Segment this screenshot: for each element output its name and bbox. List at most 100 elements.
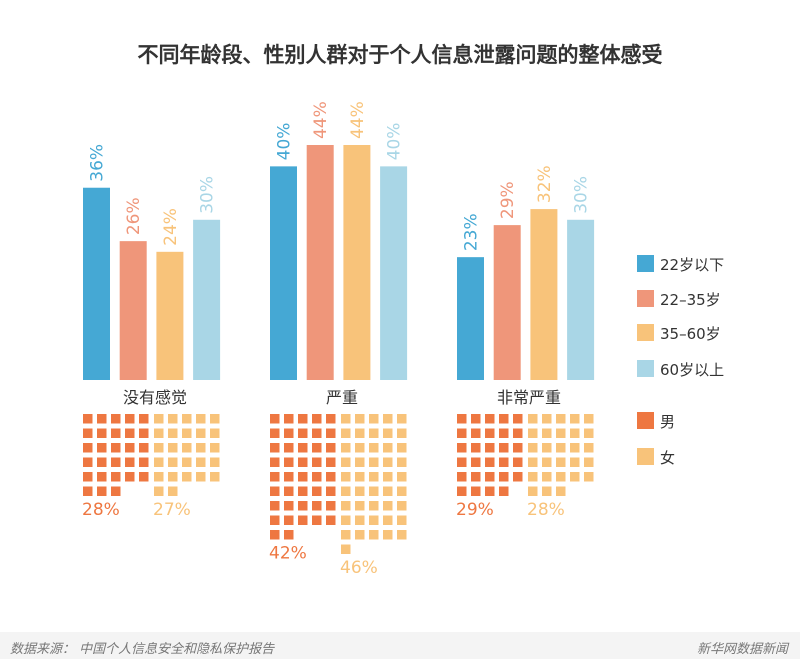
legend-swatch: [637, 255, 654, 272]
waffle-square: [369, 501, 379, 511]
waffle-square: [182, 457, 192, 467]
data-label: 30%: [572, 176, 592, 214]
waffle-square: [298, 414, 308, 424]
waffle-square: [196, 443, 206, 453]
waffle-square: [97, 428, 107, 438]
waffle-square: [139, 428, 149, 438]
waffle-square: [326, 414, 336, 424]
waffle-square: [457, 472, 467, 482]
waffle-square: [270, 472, 280, 482]
waffle-square: [326, 428, 336, 438]
waffle-percent-label: 46%: [340, 558, 378, 578]
waffle-square: [341, 443, 351, 453]
bar-chart: 不同年龄段、性别人群对于个人信息泄露问题的整体感受 36% 26% 24% 30% 没有感…: [82, 43, 724, 578]
waffle-square: [168, 414, 178, 424]
waffle-square: [369, 414, 379, 424]
waffle-square: [270, 443, 280, 453]
data-label: 23%: [462, 213, 482, 251]
waffle-square: [298, 428, 308, 438]
waffle-square: [270, 501, 280, 511]
waffle-square: [499, 414, 509, 424]
waffle-square: [570, 472, 580, 482]
data-label: 26%: [124, 197, 144, 235]
waffle-square: [312, 472, 322, 482]
waffle-square: [499, 428, 509, 438]
data-label: 29%: [498, 181, 518, 219]
waffle-square: [369, 472, 379, 482]
brand-label: 新华网数据新闻: [696, 642, 788, 657]
waffle-square: [111, 443, 121, 453]
data-label: 40%: [275, 123, 295, 161]
waffle-square: [471, 428, 481, 438]
waffle-square: [312, 457, 322, 467]
waffle-square: [210, 443, 220, 453]
waffle-square: [528, 414, 538, 424]
waffle-square: [326, 472, 336, 482]
waffle-square: [457, 414, 467, 424]
waffle-square: [485, 443, 495, 453]
waffle-percent-label: 28%: [82, 500, 120, 520]
waffle-square: [182, 472, 192, 482]
bar: [270, 166, 297, 380]
waffle-square: [284, 486, 294, 496]
waffle-square: [383, 472, 393, 482]
bar: [380, 166, 408, 380]
waffle-square: [485, 486, 495, 496]
waffle-square: [457, 486, 467, 496]
waffle-square: [298, 457, 308, 467]
waffle-square: [528, 443, 538, 453]
waffle-square: [284, 472, 294, 482]
waffle-square: [528, 457, 538, 467]
waffle-square: [397, 501, 407, 511]
waffle-square: [556, 443, 566, 453]
waffle-percent-label: 42%: [269, 544, 307, 564]
bar: [567, 219, 595, 380]
waffle-square: [182, 443, 192, 453]
waffle-square: [196, 414, 206, 424]
waffle-square: [139, 414, 149, 424]
waffle-square: [355, 428, 365, 438]
waffle-square: [355, 472, 365, 482]
waffle-square: [383, 443, 393, 453]
legend-label: 女: [660, 449, 675, 467]
waffle-square: [383, 486, 393, 496]
waffle-square: [326, 501, 336, 511]
waffle-square: [542, 414, 552, 424]
waffle-square: [284, 457, 294, 467]
waffle-square: [528, 486, 538, 496]
waffle-square: [584, 472, 594, 482]
waffle-square: [397, 414, 407, 424]
waffle-square: [369, 443, 379, 453]
bar: [530, 209, 558, 380]
waffle-square: [584, 428, 594, 438]
waffle-square: [154, 472, 164, 482]
footer: 数据来源： 中国个人信息安全和隐私保护报告 新华网数据新闻: [0, 632, 800, 659]
waffle-square: [471, 443, 481, 453]
waffle-square: [298, 501, 308, 511]
waffle-square: [383, 428, 393, 438]
waffle-square: [513, 414, 523, 424]
waffle-square: [341, 428, 351, 438]
waffle-square: [471, 486, 481, 496]
waffle-square: [499, 457, 509, 467]
waffle-square: [97, 457, 107, 467]
waffle-square: [341, 530, 351, 540]
waffle-square: [397, 443, 407, 453]
chart-title: 不同年龄段、性别人群对于个人信息泄露问题的整体感受: [138, 43, 663, 67]
waffle-square: [83, 472, 93, 482]
legend-swatch: [637, 360, 654, 377]
waffle-square: [83, 457, 93, 467]
legend-label: 男: [660, 413, 675, 431]
waffle-square: [111, 472, 121, 482]
waffle-square: [542, 443, 552, 453]
bar: [306, 145, 334, 380]
waffle-square: [196, 428, 206, 438]
waffle-square: [154, 443, 164, 453]
category-label: 严重: [326, 388, 358, 407]
waffle-square: [284, 515, 294, 525]
waffle-square: [139, 443, 149, 453]
waffle-square: [383, 414, 393, 424]
waffle-percent-label: 27%: [153, 500, 191, 520]
waffle-square: [97, 472, 107, 482]
waffle-square: [369, 515, 379, 525]
